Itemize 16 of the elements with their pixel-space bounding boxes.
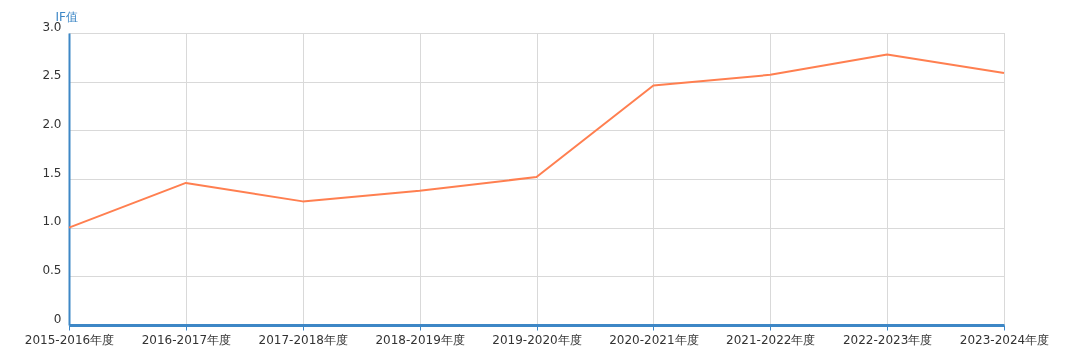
y-tick-label: 2.0 xyxy=(42,116,62,131)
x-tick-label: 2016-2017年度 xyxy=(141,332,232,347)
y-tick-label: 0.5 xyxy=(42,262,62,277)
x-tick-label: 2018-2019年度 xyxy=(375,332,465,347)
x-tick-label: 2023-2024年度 xyxy=(959,332,1050,347)
x-tick-label: 2020-2021年度 xyxy=(609,332,699,347)
y-tick-label: 1.0 xyxy=(42,214,62,229)
y-tick-label: 3.0 xyxy=(42,19,62,34)
x-tick-label: 2019-2020年度 xyxy=(492,332,582,347)
y-tick-label: 0 xyxy=(53,311,62,326)
x-tick-label: 2022-2023年度 xyxy=(842,332,933,347)
x-tick-label: 2015-2016年度 xyxy=(24,332,115,347)
y-tick-label: 2.5 xyxy=(42,68,62,83)
x-tick-label: 2017-2018年度 xyxy=(258,332,348,347)
y-tick-label: 1.5 xyxy=(42,165,62,180)
x-tick-label: 2021-2022年度 xyxy=(726,332,816,347)
